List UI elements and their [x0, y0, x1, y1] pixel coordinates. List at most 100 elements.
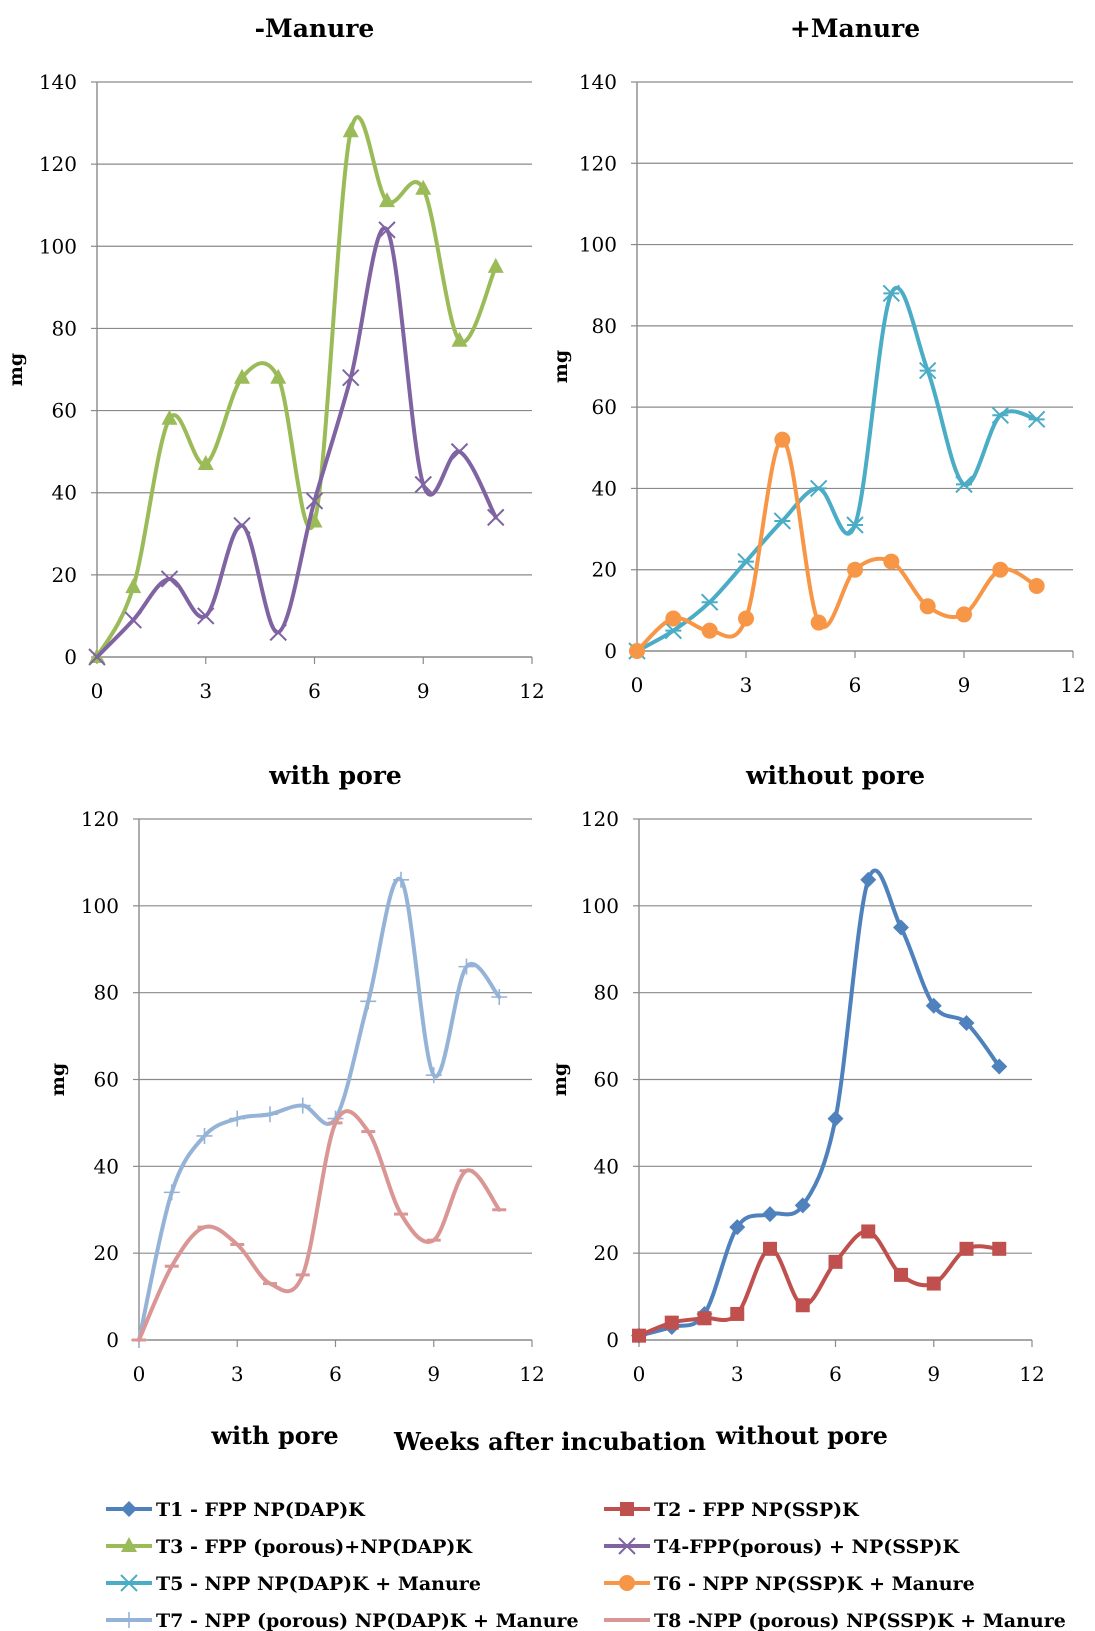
data-point: [795, 1298, 810, 1313]
y-tick-label: 40: [94, 1154, 119, 1178]
data-point: [160, 570, 179, 588]
data-point: [664, 621, 683, 640]
data-point: [894, 1267, 908, 1282]
y-tick-label: 80: [594, 981, 619, 1005]
y-tick-label: 0: [64, 645, 77, 669]
chart-title: +Manure: [790, 14, 920, 43]
data-point: [991, 406, 1010, 424]
chart-title: without pore: [745, 761, 925, 790]
x-tick-label: 3: [731, 1362, 744, 1386]
data-point: [414, 475, 432, 494]
data-point: [959, 1241, 974, 1256]
legend-item-3: T3 - FPP (porous)+NP(DAP)K: [106, 1536, 473, 1558]
y-axis-label: mg: [549, 1063, 571, 1096]
y-tick-label: 120: [81, 807, 119, 831]
data-point: [730, 1306, 745, 1321]
x-tick-label: 9: [958, 673, 971, 697]
chart-title: -Manure: [255, 14, 375, 43]
x-tick-label: 3: [740, 673, 753, 697]
legend-label: T5 - NPP NP(DAP)K + Manure: [156, 1573, 481, 1595]
legend-marker: [120, 1574, 138, 1592]
series-line: [137, 876, 502, 1342]
data-point: [883, 553, 900, 570]
y-tick-label: 20: [94, 1241, 119, 1265]
data-point: [958, 1015, 975, 1032]
x-tick-label: 3: [231, 1362, 244, 1386]
y-tick-label: 100: [581, 894, 619, 918]
y-tick-label: 20: [52, 563, 77, 587]
data-point: [487, 508, 505, 527]
series-line: [637, 1229, 1002, 1338]
x-tick-label: 0: [133, 1362, 146, 1386]
data-point: [379, 192, 395, 208]
y-tick-label: 120: [581, 807, 619, 831]
x-tick-label: 9: [417, 679, 430, 703]
data-point: [270, 368, 287, 384]
data-point: [847, 561, 863, 578]
caption-weeks-after-incubation: Weeks after incubation: [393, 1427, 706, 1456]
y-axis-label: mg: [47, 1063, 69, 1096]
y-tick-label: 40: [592, 476, 617, 500]
y-tick-label: 40: [52, 481, 77, 505]
data-point: [810, 614, 827, 631]
data-point: [294, 1097, 311, 1114]
x-tick-label: 0: [633, 1362, 646, 1386]
data-point: [458, 958, 475, 975]
x-tick-label: 0: [631, 673, 644, 697]
data-point: [794, 1197, 811, 1214]
panel-with-pore: with pore 0 20 40 60 80 100 120 0 3 6 9 12 mg: [47, 761, 545, 1386]
data-point: [860, 871, 877, 888]
data-point: [360, 993, 377, 1010]
x-tick-label: 12: [1019, 1362, 1044, 1386]
y-tick-label: 40: [594, 1154, 619, 1178]
data-point: [125, 578, 142, 594]
data-point: [926, 1276, 941, 1291]
x-tick-label: 12: [519, 679, 544, 703]
data-point: [305, 492, 324, 510]
data-point: [161, 409, 178, 425]
data-point: [425, 1067, 442, 1084]
y-tick-label: 0: [604, 639, 617, 663]
data-point: [809, 479, 828, 498]
legend-item-2: T2 - FPP NP(SSP)K: [604, 1499, 860, 1521]
data-point: [738, 610, 754, 627]
x-tick-label: 6: [849, 673, 862, 697]
legend-item-7: T7 - NPP (porous) NP(DAP)K + Manure: [106, 1610, 579, 1631]
y-tick-label: 80: [94, 981, 119, 1005]
panel-manure: +Manure 0 20 40 60 80 100 120 140 0 3 6 9 12 mg: [550, 14, 1086, 697]
y-tick-label: 120: [39, 152, 77, 176]
y-tick-label: 0: [106, 1328, 119, 1352]
data-point: [269, 623, 287, 642]
data-point: [697, 1311, 712, 1326]
data-point: [893, 919, 909, 936]
data-point: [992, 561, 1009, 578]
x-tick-label: 9: [927, 1362, 940, 1386]
data-point: [1027, 410, 1046, 429]
data-point: [342, 369, 360, 387]
data-point: [918, 361, 937, 380]
legend-label: T1 - FPP NP(DAP)K: [156, 1499, 366, 1521]
legend-marker: [618, 1537, 636, 1555]
x-tick-label: 6: [829, 1362, 842, 1386]
data-point: [629, 643, 645, 659]
data-point: [846, 516, 864, 534]
data-point: [450, 442, 469, 461]
y-tick-label: 0: [606, 1328, 619, 1352]
data-point: [991, 1058, 1008, 1075]
legend-label: T7 - NPP (porous) NP(DAP)K + Manure: [156, 1610, 579, 1631]
data-point: [700, 593, 719, 611]
data-point: [925, 997, 942, 1014]
legend-item-1: T1 - FPP NP(DAP)K: [106, 1499, 366, 1521]
data-point: [737, 552, 755, 571]
series-line: [637, 868, 1002, 1338]
panel-without-pore: without pore 0 20 40 60 80 100 120 0 3 6 9 12 mg: [549, 761, 1045, 1386]
y-tick-label: 60: [52, 399, 77, 423]
data-point: [955, 475, 973, 494]
data-point: [665, 610, 682, 627]
y-tick-label: 140: [39, 70, 77, 94]
series-t3-fpp-porous-np-dap-k: [89, 115, 504, 663]
legend-label: T3 - FPP (porous)+NP(DAP)K: [156, 1536, 473, 1558]
data-point: [262, 1106, 278, 1123]
series-t8-npp-porous-np-ssp-k-manure: [132, 1109, 507, 1342]
